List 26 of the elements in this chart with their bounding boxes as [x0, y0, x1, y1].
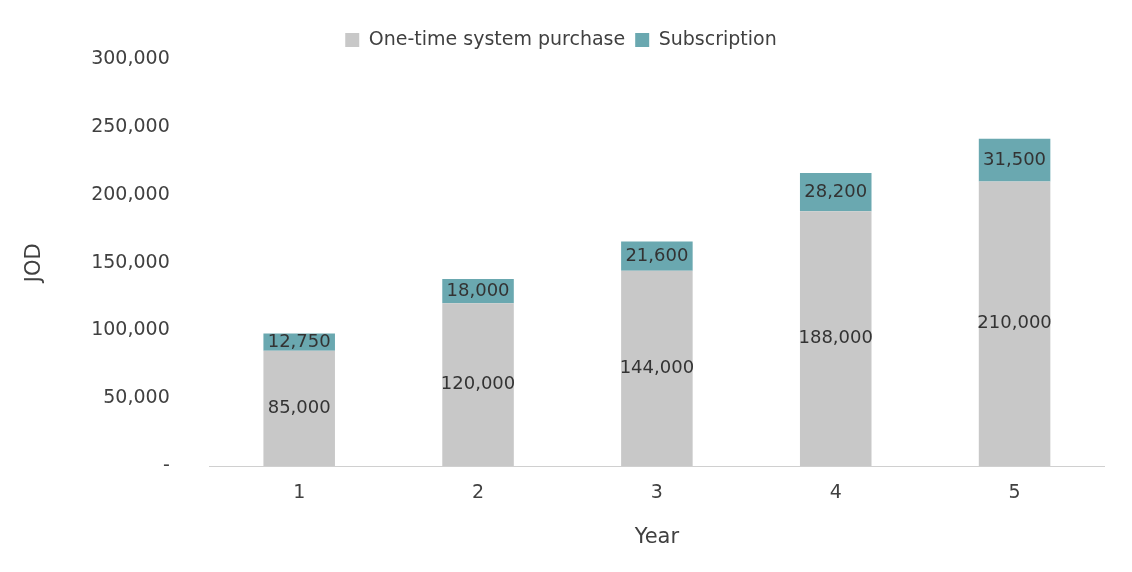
- x-tick-label: 5: [1008, 480, 1021, 503]
- x-axis-title: Year: [633, 523, 680, 548]
- data-label: 120,000: [440, 372, 516, 394]
- data-label: 18,000: [446, 278, 510, 300]
- x-tick-label: 3: [650, 480, 663, 503]
- y-axis-title: JOD: [21, 243, 46, 285]
- data-label: 31,500: [983, 147, 1047, 169]
- x-tick-label: 4: [829, 480, 842, 503]
- x-tick-label: 2: [471, 480, 485, 503]
- data-label: 28,200: [804, 179, 868, 201]
- y-tick-label: 200,000: [91, 181, 170, 204]
- x-tick-label: 1: [293, 480, 306, 503]
- data-label: 12,750: [267, 329, 331, 351]
- y-tick-label: 250,000: [91, 114, 170, 137]
- data-label: 210,000: [977, 311, 1052, 333]
- y-tick-label: -: [162, 452, 170, 475]
- y-tick-label: 300,000: [91, 46, 170, 69]
- data-label: 21,600: [625, 243, 689, 265]
- data-label: 85,000: [267, 396, 331, 418]
- y-tick-label: 150,000: [91, 249, 170, 272]
- legend-label: Subscription: [658, 26, 777, 49]
- data-label: 188,000: [798, 326, 873, 348]
- y-tick-label: 50,000: [103, 385, 170, 408]
- legend-label: One-time system purchase: [368, 26, 626, 49]
- y-tick-label: 100,000: [91, 317, 170, 340]
- data-label: 144,000: [619, 356, 695, 378]
